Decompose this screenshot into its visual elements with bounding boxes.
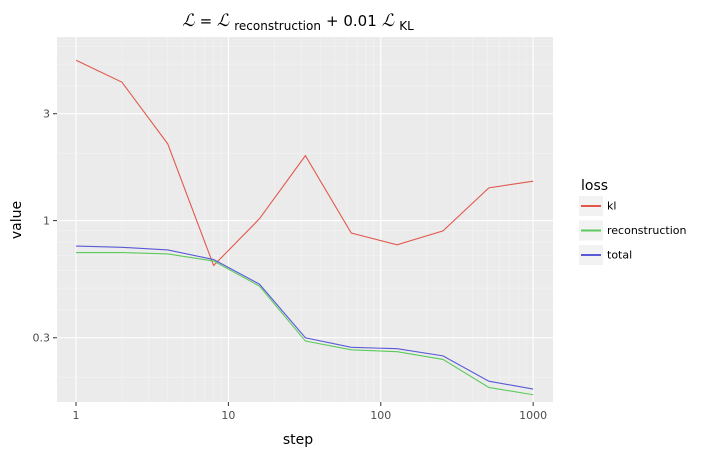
- x-tick-label: 10: [221, 409, 235, 422]
- title-term2-subscript: KL: [399, 19, 414, 33]
- legend-title: loss: [581, 178, 608, 194]
- x-axis-ticks: 1 10 100 1000: [73, 402, 547, 422]
- plot-panel: [57, 37, 553, 402]
- series-line-kl: [75, 59, 534, 267]
- title-coefficient: 0.01: [343, 12, 376, 30]
- x-tick-label: 1000: [519, 409, 547, 422]
- title-plus: +: [326, 12, 343, 30]
- y-tick-label: 1: [43, 215, 50, 228]
- title-equals: =: [200, 12, 217, 30]
- legend-label-reconstruction: reconstruction: [607, 224, 686, 237]
- y-axis-title: value: [9, 201, 25, 239]
- series-line-reconstruction: [76, 252, 534, 396]
- title-term1-subscript: reconstruction: [234, 19, 321, 33]
- title-lhs: ℒ: [182, 11, 195, 31]
- title-term1: ℒ: [217, 11, 230, 31]
- legend-label-kl: kl: [607, 200, 616, 213]
- chart-title: ℒ = ℒ reconstruction + 0.01 ℒ KL: [182, 11, 414, 34]
- series-lines: [75, 59, 534, 396]
- x-axis-title: step: [283, 432, 313, 448]
- legend-items: kl reconstruction total: [579, 196, 686, 265]
- title-term2: ℒ: [382, 11, 395, 31]
- y-tick-label: 0.3: [33, 332, 51, 345]
- x-tick-label: 100: [370, 409, 391, 422]
- series-line-total: [76, 245, 534, 390]
- y-tick-label: 3: [43, 108, 50, 121]
- legend: loss kl reconstruction total: [579, 178, 686, 265]
- x-tick-label: 1: [73, 409, 80, 422]
- minor-gridlines: [57, 37, 553, 402]
- y-axis-ticks: 0.3 1 3: [33, 108, 57, 345]
- legend-label-total: total: [607, 249, 632, 262]
